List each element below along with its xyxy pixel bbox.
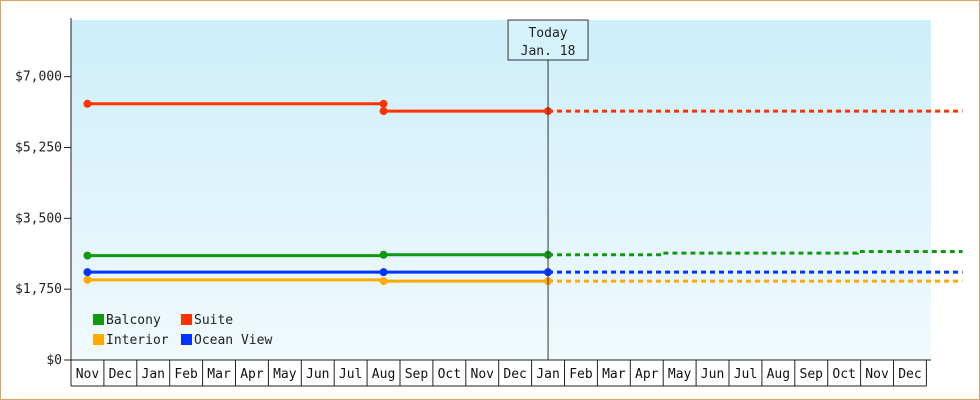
y-tick-label: $7,000 (15, 70, 62, 85)
today-box (507, 19, 589, 61)
x-tick-label: Dec (503, 367, 526, 382)
x-tick-label: Oct (438, 367, 461, 382)
x-tick-label: Aug (767, 367, 790, 382)
plot-background (71, 20, 931, 360)
data-point-interior (83, 275, 92, 284)
x-tick-label: Jul (734, 367, 757, 382)
x-tick-label: Nov (76, 367, 100, 382)
data-point-interior (379, 277, 388, 286)
legend-swatch-ocean-view (181, 334, 192, 345)
legend-label-suite: Suite (194, 313, 233, 328)
legend-label-interior: Interior (106, 333, 169, 348)
legend-swatch-balcony (93, 314, 104, 325)
y-tick-label: $3,500 (15, 211, 62, 226)
x-tick-label: Dec (898, 367, 921, 382)
legend-label-balcony: Balcony (106, 313, 161, 328)
x-tick-label: Jan (142, 367, 165, 382)
x-tick-label: Apr (240, 367, 264, 382)
data-point-ocean-view (379, 268, 388, 277)
x-tick-label: Sep (800, 367, 824, 382)
x-tick-label: Dec (109, 367, 132, 382)
x-tick-label: Nov (471, 367, 495, 382)
legend-swatch-suite (181, 314, 192, 325)
today-label: Today (528, 26, 567, 41)
x-tick-label: May (668, 367, 692, 382)
data-point-suite (379, 107, 388, 116)
x-tick-label: Feb (174, 367, 198, 382)
x-tick-label: Mar (602, 367, 626, 382)
x-tick-label: Jul (339, 367, 362, 382)
x-tick-label: May (273, 367, 297, 382)
today-date: Jan. 18 (521, 44, 576, 59)
legend-swatch-interior (93, 334, 104, 345)
data-point-balcony (379, 250, 388, 259)
y-tick-label: $0 (46, 353, 62, 368)
x-tick-label: Jan (536, 367, 559, 382)
y-tick-label: $1,750 (15, 282, 62, 297)
x-tick-label: Jun (306, 367, 329, 382)
data-point-balcony (83, 251, 92, 260)
x-tick-label: Nov (865, 367, 889, 382)
x-tick-label: Sep (405, 367, 429, 382)
data-point-ocean-view (83, 268, 92, 277)
x-tick-label: Aug (372, 367, 395, 382)
y-tick-label: $5,250 (15, 141, 62, 156)
x-tick-label: Mar (207, 367, 231, 382)
series-line-balcony (87, 253, 549, 258)
x-tick-label: Oct (832, 367, 855, 382)
x-tick-label: Feb (569, 367, 593, 382)
x-tick-label: Apr (635, 367, 659, 382)
legend-label-ocean-view: Ocean View (194, 333, 272, 348)
data-point-suite (83, 99, 92, 108)
data-point-suite (379, 99, 388, 108)
series-line-interior (87, 278, 549, 283)
x-tick-label: Jun (701, 367, 724, 382)
